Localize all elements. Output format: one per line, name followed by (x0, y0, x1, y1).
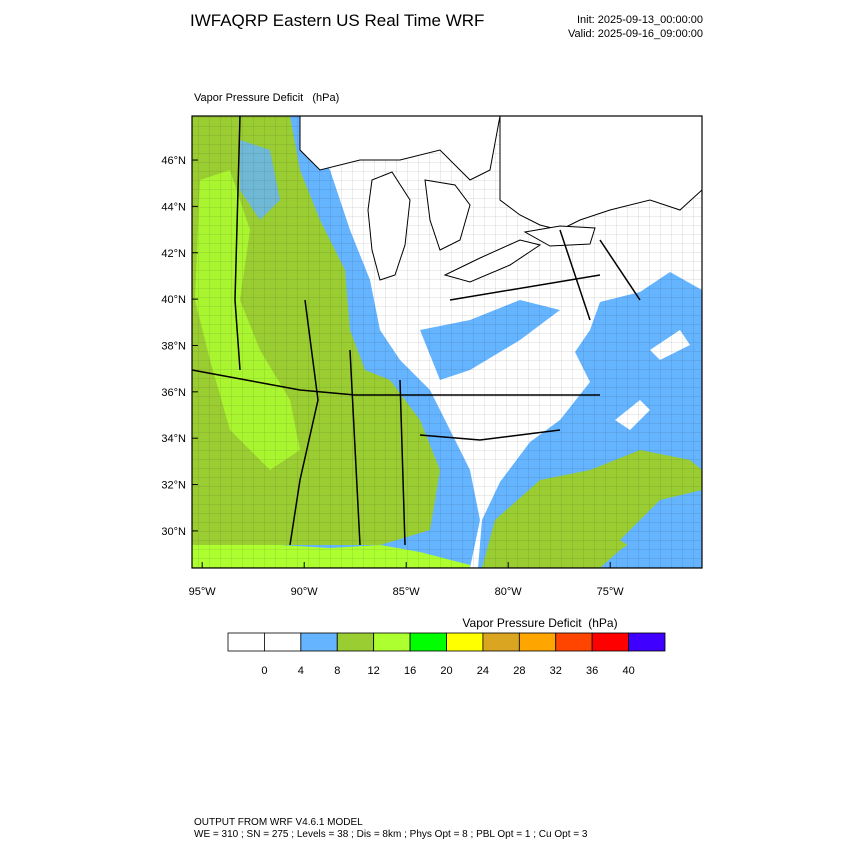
colorbar-label: 24 (477, 665, 489, 677)
colorbar-label: 0 (261, 665, 267, 677)
colorbar-box (373, 632, 411, 652)
map-frame (191, 115, 703, 569)
valid-time: Valid: 2025-09-16_09:00:00 (568, 28, 703, 40)
colorbar-box (227, 632, 265, 652)
colorbar-box (264, 632, 302, 652)
colorbar-label: 20 (440, 665, 452, 677)
y-tick-label: 34°N (161, 433, 186, 445)
x-tick-label: 90°W (291, 586, 319, 598)
footer-line: WE = 310 ; SN = 275 ; Levels = 38 ; Dis … (194, 829, 588, 840)
y-tick-label: 44°N (161, 201, 186, 213)
y-tick-label: 32°N (161, 480, 186, 492)
colorbar: 0 4 8 12 16 20 24 28 32 36 40 (227, 632, 666, 677)
colorbar-title: Vapor Pressure Deficit (hPa) (462, 616, 617, 630)
colorbar-label: 12 (368, 665, 380, 677)
y-tick-label: 36°N (161, 387, 186, 399)
y-tick-label: 40°N (161, 294, 186, 306)
y-tick-label: 38°N (161, 340, 186, 352)
footer-line: OUTPUT FROM WRF V4.6.1 MODEL (194, 817, 363, 828)
colorbar-box (591, 632, 629, 652)
y-tick-label: 46°N (161, 155, 186, 167)
colorbar-box (555, 632, 593, 652)
init-time: Init: 2025-09-13_00:00:00 (577, 14, 703, 26)
colorbar-box (300, 632, 338, 652)
title: IWFAQRP Eastern US Real Time WRF (190, 11, 484, 30)
colorbar-box (518, 632, 557, 652)
colorbar-label: 4 (298, 665, 304, 677)
x-tick-label: 85°W (393, 586, 421, 598)
colorbar-label: 28 (513, 665, 525, 677)
plot-label: Vapor Pressure Deficit (hPa) (194, 92, 339, 104)
colorbar-label: 40 (622, 665, 634, 677)
colorbar-label: 32 (550, 665, 562, 677)
x-tick-label: 80°W (495, 586, 523, 598)
colorbar-box (628, 632, 666, 652)
colorbar-box (482, 632, 520, 652)
x-tick-label: 95°W (189, 586, 217, 598)
x-tick-label: 75°W (597, 586, 625, 598)
colorbar-label: 8 (334, 665, 340, 677)
y-tick-label: 42°N (161, 248, 186, 260)
colorbar-label: 16 (404, 665, 416, 677)
colorbar-box (336, 632, 375, 652)
y-tick-label: 30°N (161, 526, 186, 538)
colorbar-box (409, 632, 447, 652)
colorbar-box (446, 632, 484, 652)
map (192, 116, 702, 568)
colorbar-label: 36 (586, 665, 598, 677)
